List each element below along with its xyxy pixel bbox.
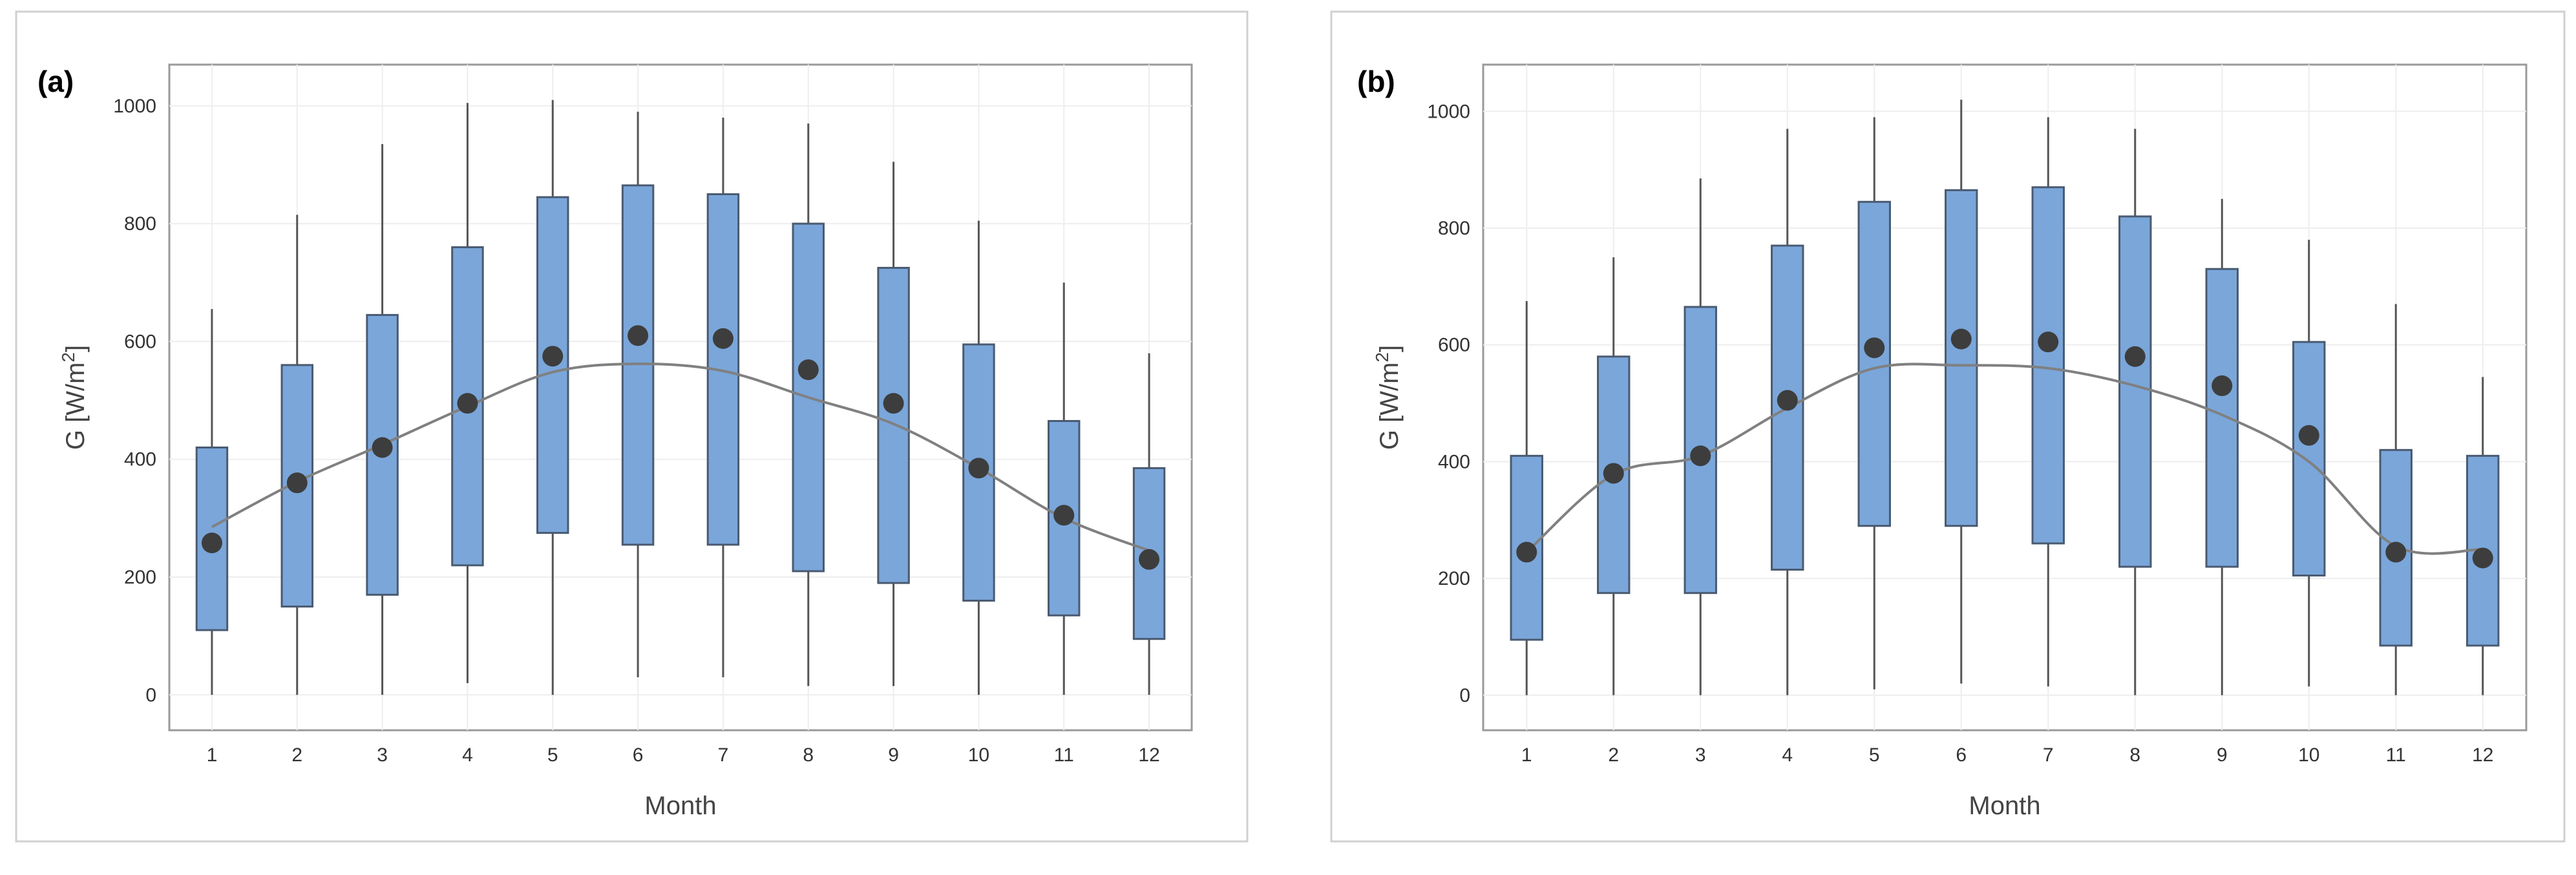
x-tick-label: 3 — [377, 744, 388, 766]
x-tick-label: 11 — [1054, 744, 1074, 766]
x-tick-label: 1 — [207, 744, 218, 766]
mean-marker — [457, 393, 478, 414]
y-axis-title-main: G [W/m — [61, 363, 90, 450]
mean-marker — [968, 458, 989, 479]
y-tick-label: 600 — [1438, 335, 1470, 356]
box-iqr — [877, 266, 910, 584]
box-iqr — [1945, 189, 1978, 527]
panel-label: (b) — [1357, 65, 1395, 98]
x-tick-label: 3 — [1695, 744, 1706, 766]
plot-area — [1482, 63, 2528, 732]
y-tick-label: 0 — [1459, 685, 1470, 706]
panel-label: (a) — [37, 65, 74, 98]
x-tick-label: 2 — [1608, 744, 1619, 766]
mean-marker — [2298, 425, 2319, 446]
y-axis-title-superscript: 2 — [58, 352, 78, 363]
box-iqr — [2031, 186, 2065, 545]
x-tick-label: 4 — [462, 744, 473, 766]
y-tick-label: 1000 — [1427, 101, 1470, 122]
x-axis-title: Month — [1969, 792, 2040, 820]
mean-marker — [628, 325, 649, 346]
mean-marker — [1516, 542, 1537, 563]
box-iqr — [1857, 200, 1891, 527]
mean-marker — [2472, 547, 2493, 569]
mean-marker — [201, 532, 222, 554]
plot-area — [168, 63, 1193, 732]
box-iqr — [2292, 341, 2326, 577]
mean-marker — [2385, 542, 2407, 563]
box-iqr — [2118, 215, 2152, 568]
x-tick-label: 12 — [2472, 744, 2493, 766]
y-tick-label: 400 — [124, 449, 156, 470]
mean-marker — [883, 393, 904, 414]
x-tick-label: 7 — [2043, 744, 2054, 766]
y-tick-label: 1000 — [113, 96, 156, 117]
x-tick-label: 2 — [291, 744, 302, 766]
trend-line — [211, 362, 1150, 552]
x-tick-label: 6 — [633, 744, 644, 766]
y-tick-label: 400 — [1438, 451, 1470, 472]
mean-marker — [2212, 375, 2233, 396]
y-axis-title-end: ] — [61, 345, 90, 352]
box-iqr — [366, 313, 399, 596]
x-tick-label: 12 — [1138, 744, 1159, 766]
mean-marker — [1950, 328, 1972, 350]
x-tick-label: 7 — [718, 744, 729, 766]
y-tick-label: 800 — [1438, 218, 1470, 239]
y-tick-label: 200 — [124, 567, 156, 588]
mean-marker — [1777, 390, 1798, 411]
x-tick-label: 6 — [1956, 744, 1967, 766]
x-tick-label: 1 — [1521, 744, 1532, 766]
mean-marker — [2124, 346, 2146, 367]
x-tick-label: 8 — [803, 744, 814, 766]
mean-marker — [1603, 463, 1624, 484]
y-tick-label: 600 — [124, 331, 156, 352]
mean-marker — [1864, 337, 1885, 359]
trend-line — [1525, 363, 2483, 555]
x-tick-label: 10 — [968, 744, 989, 766]
y-tick-label: 800 — [124, 213, 156, 235]
x-tick-label: 5 — [547, 744, 558, 766]
y-axis-title-end: ] — [1375, 345, 1404, 352]
mean-marker — [372, 437, 393, 458]
chart-panel-a: 0 200 400 600 800 1000 1 2 3 4 5 6 7 8 9 10 11 12 Month G [… — [0, 0, 1260, 853]
y-axis-title: G [W/m2] — [58, 345, 90, 450]
x-tick-label: 5 — [1869, 744, 1880, 766]
mean-marker — [286, 472, 308, 494]
mean-marker — [1053, 505, 1075, 526]
y-axis-title: G [W/m2] — [1372, 345, 1404, 450]
chart-panel-b: 0 200 400 600 800 1000 1 2 3 4 5 6 7 8 9 10 11 12 Month G [… — [1324, 0, 2576, 853]
box-iqr — [2205, 268, 2239, 568]
mean-marker — [712, 328, 734, 349]
y-axis-title-superscript: 2 — [1372, 352, 1392, 363]
mean-marker — [797, 359, 819, 381]
x-tick-label: 11 — [2386, 744, 2406, 766]
mean-marker — [542, 346, 564, 367]
y-axis-title-main: G [W/m — [1375, 363, 1404, 450]
mean-marker — [1139, 549, 1160, 570]
x-tick-label: 9 — [2217, 744, 2228, 766]
x-tick-label: 8 — [2129, 744, 2140, 766]
mean-marker — [2038, 332, 2059, 353]
x-tick-label: 10 — [2298, 744, 2319, 766]
y-tick-label: 200 — [1438, 568, 1470, 589]
x-tick-label: 4 — [1782, 744, 1793, 766]
mean-marker — [1690, 445, 1711, 467]
x-axis-title: Month — [644, 792, 716, 820]
x-tick-label: 9 — [888, 744, 899, 766]
y-tick-label: 0 — [145, 684, 156, 706]
